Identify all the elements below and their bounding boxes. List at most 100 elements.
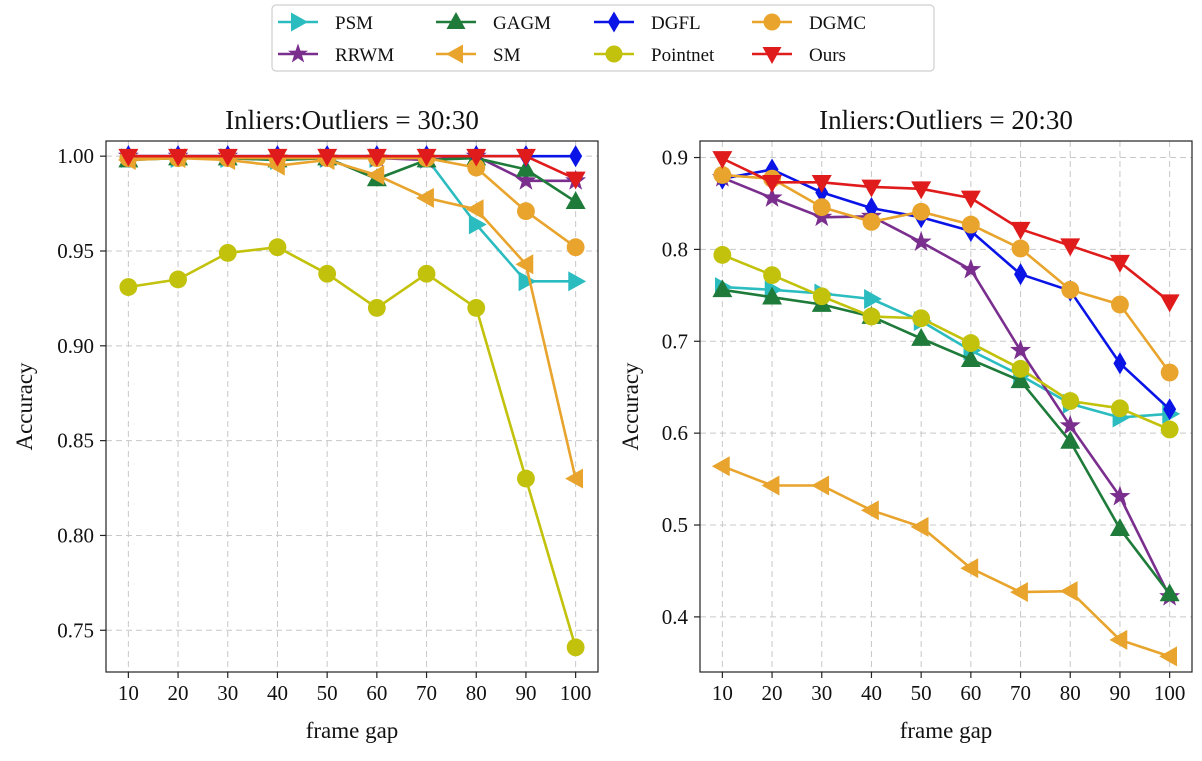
data-point-rrwm — [515, 169, 537, 190]
series-line-pointnet — [128, 245, 577, 648]
plot-frame — [699, 140, 1193, 673]
series-line-ours — [128, 154, 577, 181]
data-point-pointnet — [517, 469, 535, 488]
series-line-pointnet — [721, 253, 1171, 431]
data-point-sm — [565, 468, 583, 489]
x-tick-label: 50 — [317, 681, 338, 705]
legend-label: DGFL — [651, 13, 701, 34]
legend-marker — [605, 45, 623, 63]
x-axis-label: frame gap — [900, 718, 993, 743]
data-point-sm — [960, 558, 979, 579]
data-point-pointnet — [1160, 420, 1179, 439]
y-tick-label: 1.00 — [57, 144, 94, 168]
data-point-sm — [910, 516, 929, 537]
data-point-ours — [168, 148, 189, 167]
data-point-rrwm — [1109, 485, 1131, 506]
data-point-ours — [911, 181, 932, 200]
x-tick-label: 30 — [217, 681, 238, 705]
series-line-psm — [128, 156, 576, 283]
data-point-ours — [861, 179, 882, 198]
x-tick-label: 30 — [811, 681, 832, 705]
y-tick-label: 0.9 — [662, 146, 688, 170]
x-tick-label: 10 — [712, 681, 733, 705]
data-point-rrwm — [910, 231, 932, 251]
data-point-pointnet — [1061, 392, 1080, 410]
data-point-rrwm — [1010, 339, 1032, 360]
series-group — [711, 151, 1181, 667]
x-tick-label: 40 — [861, 681, 882, 705]
data-point-gagm — [515, 158, 536, 177]
data-point-dgmc — [1061, 280, 1080, 299]
y-axis-label: Accuracy — [618, 362, 643, 451]
data-point-gagm — [712, 279, 733, 298]
data-point-pointnet — [961, 334, 980, 353]
series-pointnet — [119, 238, 585, 657]
data-point-dgfl — [864, 197, 878, 220]
data-point-pointnet — [1011, 359, 1030, 378]
data-point-pointnet — [119, 278, 138, 296]
data-point-dgmc — [1011, 239, 1030, 258]
legend-entry-sm: SM — [436, 44, 521, 66]
data-point-dgfl — [1163, 398, 1177, 421]
legend-label: Pointnet — [651, 45, 715, 66]
y-tick-label: 0.8 — [662, 237, 688, 261]
chart-panel-left: 10 20 30 40 50 60 70 80 90 100 0.75 0.80 0.85 0.90 0.9… — [12, 105, 599, 743]
data-point-sm — [811, 475, 830, 496]
data-point-dgmc — [912, 202, 931, 221]
series-group — [117, 145, 587, 657]
data-point-psm — [468, 214, 487, 235]
legend-entry-gagm: GAGM — [436, 12, 551, 34]
data-point-dgmc — [467, 158, 486, 177]
data-point-dgfl — [1113, 352, 1127, 375]
data-point-sm — [515, 254, 534, 275]
series-line-ours — [721, 157, 1171, 303]
data-point-sm — [1010, 582, 1028, 603]
series-line-dgfl — [722, 168, 1171, 411]
x-tick-label: 70 — [416, 681, 437, 705]
series-line-sm — [721, 464, 1171, 658]
series-line-rrwm — [721, 176, 1171, 598]
y-axis-label: Accuracy — [12, 362, 37, 451]
data-point-ours — [317, 148, 338, 167]
data-point-gagm — [1010, 370, 1031, 389]
data-point-gagm — [1060, 430, 1081, 449]
series-line-sm — [128, 156, 577, 479]
data-point-pointnet — [566, 638, 585, 657]
data-point-psm — [864, 289, 882, 309]
data-point-rrwm — [1059, 414, 1081, 435]
data-point-gagm — [911, 328, 932, 346]
legend-label: SM — [493, 45, 521, 66]
x-tick-label: 70 — [1010, 681, 1031, 705]
data-point-ours — [466, 148, 487, 167]
data-point-psm — [568, 271, 587, 292]
legend-label: DGMC — [809, 13, 866, 34]
data-point-ours — [565, 171, 586, 190]
x-axis-label: frame gap — [306, 718, 399, 743]
legend-marker — [446, 12, 466, 29]
plot-frame — [105, 140, 599, 673]
y-tick-label: 0.85 — [57, 429, 94, 453]
series-pointnet — [713, 245, 1179, 439]
data-point-pointnet — [713, 245, 732, 264]
data-point-ours — [712, 151, 733, 169]
data-point-psm — [518, 271, 537, 292]
legend-entry-pointnet: Pointnet — [594, 45, 715, 66]
x-tick-label: 50 — [911, 681, 932, 705]
chart-title: Inliers:Outliers = 20:30 — [819, 105, 1073, 135]
y-tick-label: 0.7 — [662, 329, 688, 353]
y-tick-label: 0.80 — [57, 523, 94, 547]
series-gagm — [712, 279, 1180, 602]
data-point-gagm — [1159, 583, 1180, 602]
data-point-dgmc — [1160, 363, 1179, 382]
data-point-sm — [761, 475, 780, 496]
data-point-ours — [217, 148, 238, 167]
series-line-psm — [722, 285, 1170, 419]
series-rrwm — [711, 166, 1181, 606]
series-line-dgmc — [128, 156, 577, 249]
legend-label: RRWM — [335, 45, 394, 66]
data-point-pointnet — [417, 264, 436, 283]
y-tick-label: 0.90 — [57, 334, 94, 358]
data-point-pointnet — [1111, 399, 1129, 418]
data-point-pointnet — [763, 266, 781, 285]
legend-entry-psm: PSM — [278, 12, 373, 34]
